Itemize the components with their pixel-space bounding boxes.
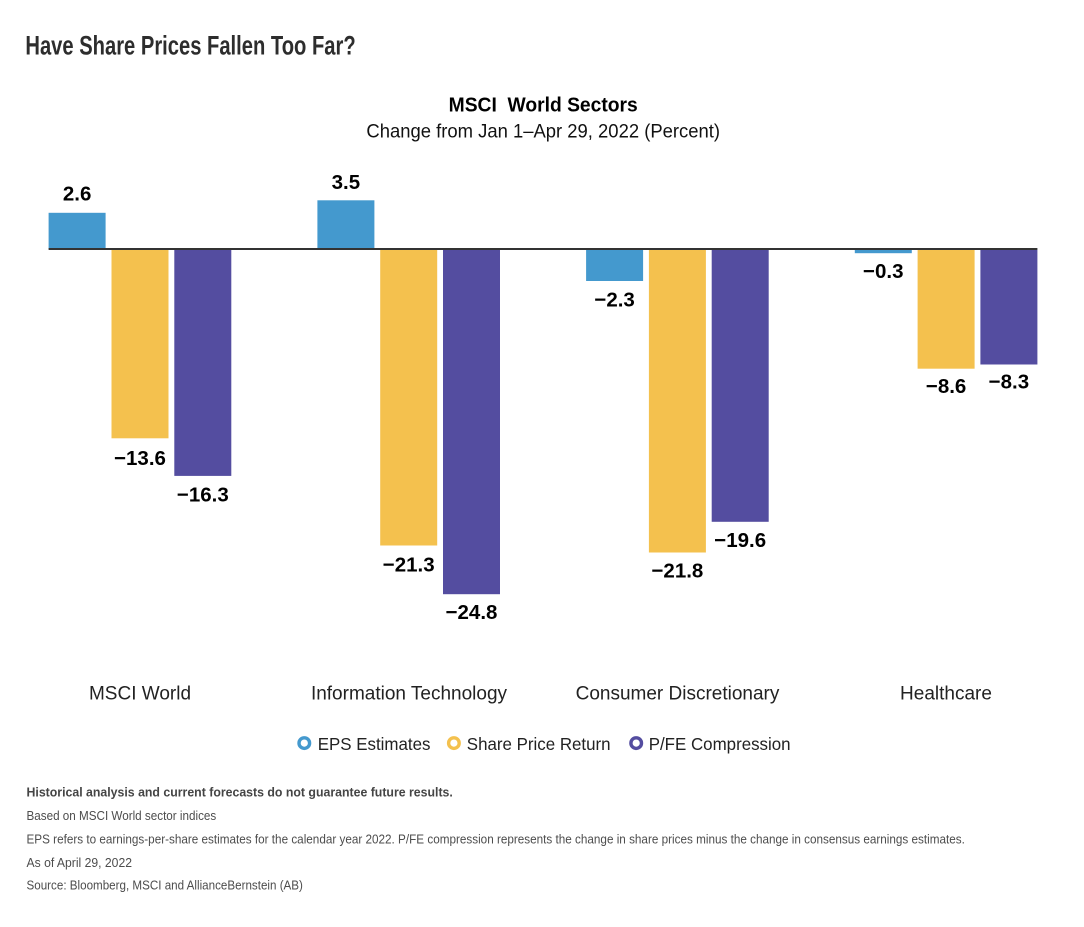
svg-text:2.6: 2.6 [63, 182, 92, 205]
svg-text:−21.8: −21.8 [651, 560, 703, 583]
svg-text:Healthcare: Healthcare [900, 684, 992, 705]
svg-text:−8.3: −8.3 [989, 370, 1029, 393]
svg-text:−0.3: −0.3 [863, 260, 903, 283]
svg-text:−16.3: −16.3 [177, 483, 229, 506]
svg-text:Information Technology: Information Technology [311, 684, 508, 705]
svg-text:Based on MSCI World sector ind: Based on MSCI World sector indices [27, 808, 217, 823]
svg-text:Change from Jan 1–Apr 29, 2022: Change from Jan 1–Apr 29, 2022 (Percent) [366, 120, 720, 141]
svg-text:−19.6: −19.6 [714, 529, 766, 552]
svg-text:EPS Estimates: EPS Estimates [318, 733, 431, 754]
svg-text:−8.6: −8.6 [926, 375, 966, 398]
svg-text:−2.3: −2.3 [594, 289, 634, 312]
svg-text:Have Share Prices Fallen Too F: Have Share Prices Fallen Too Far? [25, 31, 355, 62]
svg-text:EPS refers to earnings-per-sha: EPS refers to earnings-per-share estimat… [27, 832, 965, 847]
svg-text:MSCI World Sectors: MSCI World Sectors [449, 94, 638, 116]
svg-text:−21.3: −21.3 [383, 553, 435, 576]
svg-text:MSCI World: MSCI World [89, 684, 191, 705]
svg-text:Source: Bloomberg, MSCI and Al: Source: Bloomberg, MSCI and AllianceBern… [27, 878, 303, 893]
svg-text:−24.8: −24.8 [446, 601, 498, 624]
svg-text:Consumer Discretionary: Consumer Discretionary [576, 684, 780, 705]
svg-text:As of April 29, 2022: As of April 29, 2022 [27, 856, 132, 870]
svg-text:P/FE Compression: P/FE Compression [649, 733, 791, 754]
svg-text:3.5: 3.5 [332, 171, 361, 194]
svg-text:Historical analysis and curren: Historical analysis and current forecast… [27, 785, 453, 799]
svg-text:−13.6: −13.6 [114, 447, 166, 470]
svg-text:Share Price Return: Share Price Return [467, 733, 611, 754]
